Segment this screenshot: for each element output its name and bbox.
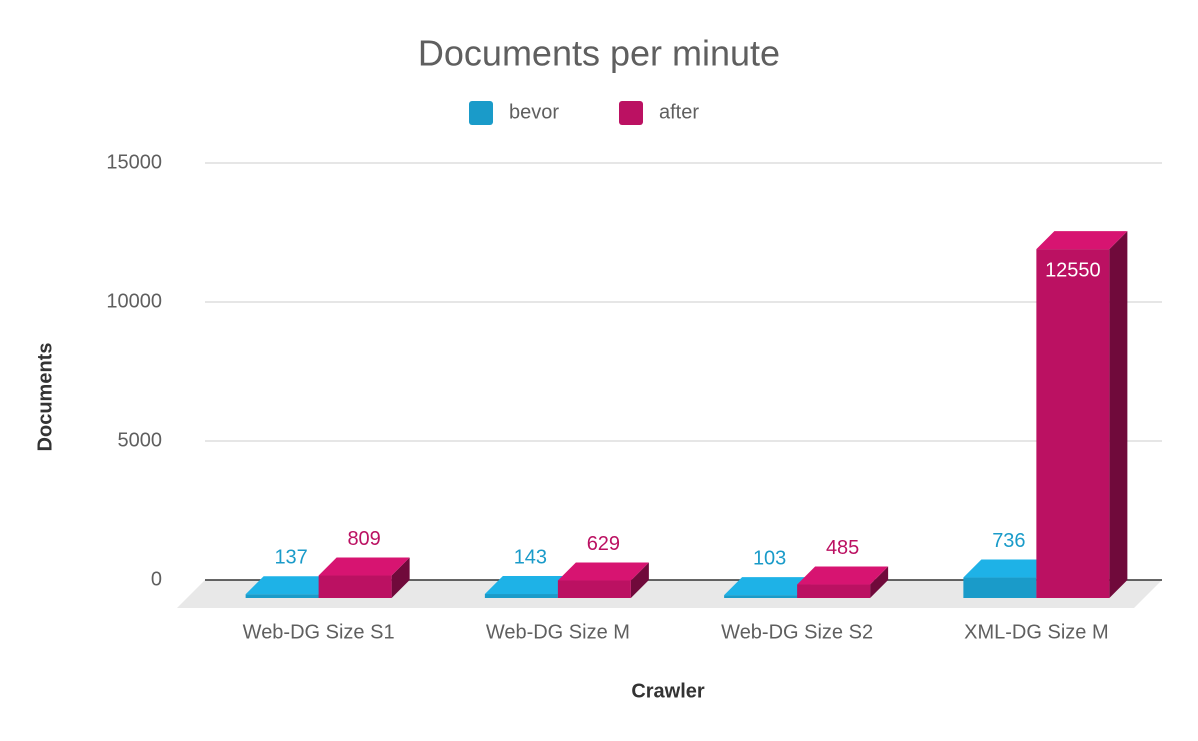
x-tick-label: XML-DG Size M	[964, 621, 1108, 643]
bar-side	[1109, 231, 1128, 599]
bar-top	[557, 562, 649, 581]
bar	[245, 594, 319, 598]
bar	[1036, 249, 1110, 599]
data-label: 143	[514, 546, 547, 568]
x-tick-label: Web-DG Size M	[486, 621, 630, 643]
legend-swatch	[469, 101, 493, 125]
bar-top	[797, 566, 889, 585]
bar	[318, 575, 392, 598]
y-tick-label: 0	[151, 568, 162, 590]
bar-top	[318, 557, 410, 576]
data-label: 629	[587, 533, 620, 555]
bar-top	[963, 559, 1055, 578]
data-label: 103	[753, 547, 786, 569]
x-axis-title: Crawler	[631, 680, 705, 702]
bar-top	[1036, 231, 1128, 250]
bar-side	[630, 562, 649, 598]
data-label: 736	[992, 530, 1025, 552]
y-axis-title: Documents	[34, 343, 56, 452]
x-tick-label: Web-DG Size S1	[243, 621, 395, 643]
y-tick-label: 10000	[106, 290, 162, 312]
legend-label: bevor	[509, 101, 559, 123]
y-tick-label: 15000	[106, 151, 162, 173]
data-label: 12550	[1045, 259, 1101, 281]
bar-side	[870, 566, 889, 598]
bar	[724, 595, 798, 598]
y-tick-label: 5000	[118, 429, 163, 451]
data-label: 485	[826, 537, 859, 559]
x-tick-label: Web-DG Size S2	[721, 621, 873, 643]
floor	[177, 580, 1162, 608]
bar-side	[391, 557, 410, 598]
chart-title: Documents per minute	[418, 33, 780, 74]
legend-label: after	[659, 101, 699, 123]
bar	[557, 580, 631, 598]
legend-swatch	[619, 101, 643, 125]
bar-top	[245, 576, 337, 595]
bar	[797, 584, 871, 598]
bar	[963, 577, 1037, 598]
data-label: 137	[274, 546, 307, 568]
data-label: 809	[347, 528, 380, 550]
bar-top	[484, 576, 576, 595]
bar	[484, 594, 558, 598]
bar-top	[724, 577, 816, 596]
